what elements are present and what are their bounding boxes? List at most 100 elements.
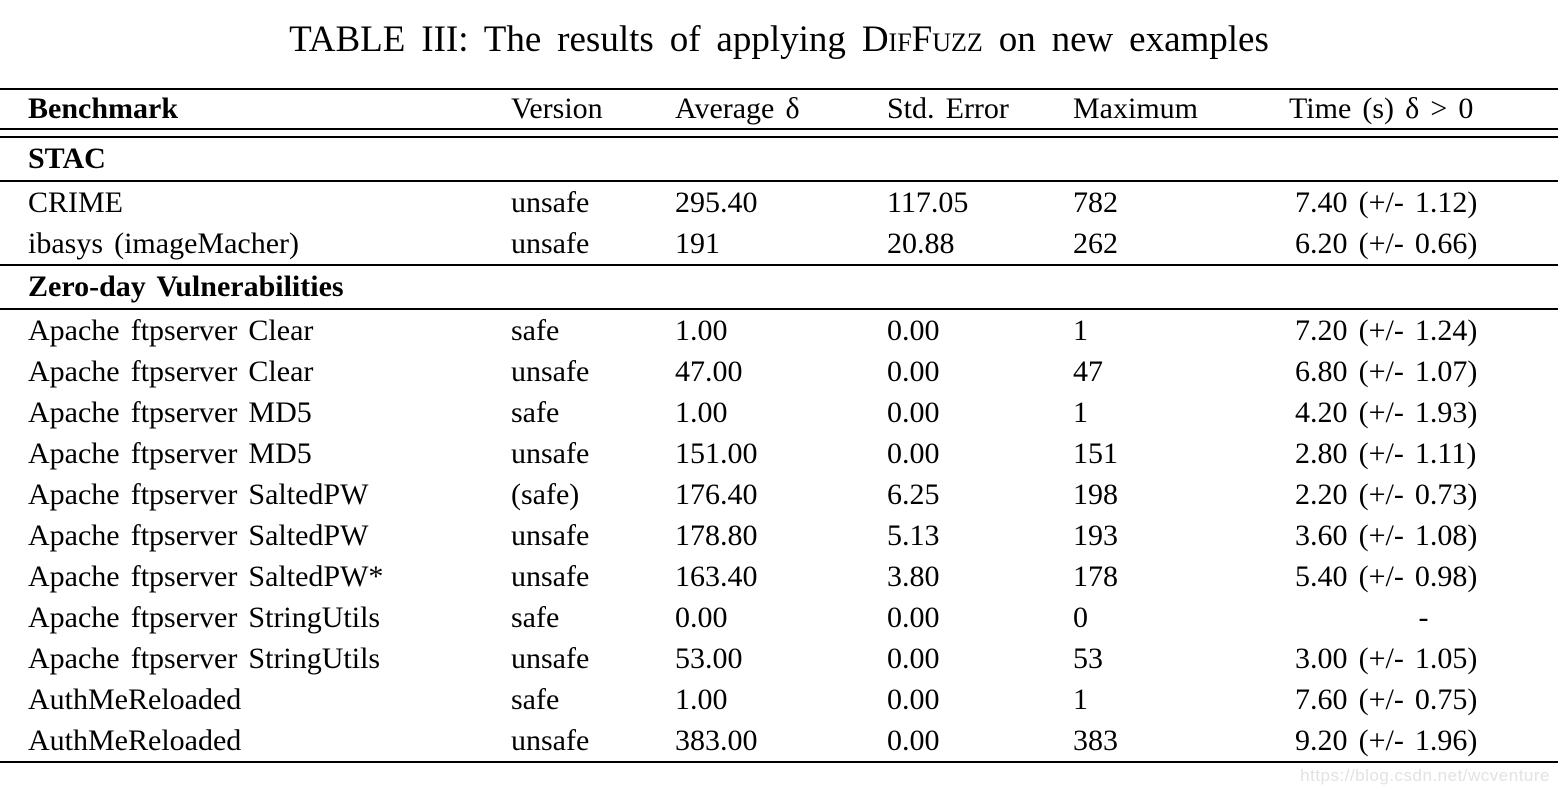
cell-std-error: 0.00 bbox=[887, 723, 940, 757]
cell-std-error: 117.05 bbox=[887, 185, 969, 219]
col-header-average-delta: Average δ bbox=[675, 89, 887, 130]
cell-benchmark: Apache ftpserver SaltedPW bbox=[28, 477, 369, 511]
table-row: Apache ftpserver SaltedPW* unsafe 163.40… bbox=[0, 556, 1558, 597]
cell-average-delta: 151.00 bbox=[675, 436, 758, 470]
cell-time: 6.80 (+/- 1.07) bbox=[1295, 354, 1478, 388]
cell-average-delta: 163.40 bbox=[675, 559, 758, 593]
cell-version: unsafe bbox=[511, 226, 590, 260]
table-row: Apache ftpserver SaltedPW (safe) 176.40 … bbox=[0, 474, 1558, 515]
cell-benchmark: Apache ftpserver MD5 bbox=[28, 436, 312, 470]
table-row: Apache ftpserver Clear unsafe 47.00 0.00… bbox=[0, 351, 1558, 392]
cell-benchmark: Apache ftpserver Clear bbox=[28, 313, 314, 347]
col-header-std-error: Std. Error bbox=[887, 89, 1073, 130]
cell-average-delta: 1.00 bbox=[675, 682, 728, 716]
cell-time: 7.20 (+/- 1.24) bbox=[1295, 313, 1478, 347]
col-header-benchmark: Benchmark bbox=[0, 89, 511, 130]
cell-average-delta: 295.40 bbox=[675, 185, 758, 219]
cell-std-error: 3.80 bbox=[887, 559, 940, 593]
cell-average-delta: 1.00 bbox=[675, 395, 728, 429]
cell-maximum: 782 bbox=[1073, 185, 1118, 219]
watermark: https://blog.csdn.net/wcventure bbox=[1300, 766, 1550, 785]
cell-version: safe bbox=[511, 682, 560, 716]
tool-name-smallcaps: DifFuzz bbox=[861, 19, 983, 60]
table-row: AuthMeReloaded unsafe 383.00 0.00 383 9.… bbox=[0, 720, 1558, 762]
section-row-stac: STAC bbox=[0, 136, 1558, 182]
cell-time: 4.20 (+/- 1.93) bbox=[1295, 395, 1478, 429]
cell-benchmark: CRIME bbox=[28, 185, 124, 219]
col-header-maximum: Maximum bbox=[1073, 89, 1289, 130]
cell-time: 3.00 (+/- 1.05) bbox=[1295, 641, 1478, 675]
cell-time: - bbox=[1418, 600, 1429, 634]
cell-maximum: 193 bbox=[1073, 518, 1118, 552]
cell-benchmark: Apache ftpserver StringUtils bbox=[28, 641, 381, 675]
cell-std-error: 6.25 bbox=[887, 477, 940, 511]
cell-std-error: 0.00 bbox=[887, 313, 940, 347]
cell-average-delta: 53.00 bbox=[675, 641, 743, 675]
cell-time: 7.60 (+/- 0.75) bbox=[1295, 682, 1478, 716]
cell-version: unsafe bbox=[511, 518, 590, 552]
cell-std-error: 20.88 bbox=[887, 226, 955, 260]
table-row: ibasys (imageMacher) unsafe 191 20.88 26… bbox=[0, 223, 1558, 265]
cell-time: 6.20 (+/- 0.66) bbox=[1295, 226, 1478, 260]
cell-std-error: 0.00 bbox=[887, 682, 940, 716]
col-header-time: Time (s) δ > 0 bbox=[1289, 89, 1558, 130]
cell-benchmark: Apache ftpserver MD5 bbox=[28, 395, 312, 429]
cell-std-error: 0.00 bbox=[887, 436, 940, 470]
cell-version: unsafe bbox=[511, 559, 590, 593]
cell-version: safe bbox=[511, 600, 560, 634]
cell-benchmark: AuthMeReloaded bbox=[28, 682, 242, 716]
table-row: Apache ftpserver StringUtils safe 0.00 0… bbox=[0, 597, 1558, 638]
section-label: Zero-day Vulnerabilities bbox=[0, 264, 1558, 310]
table-row: Apache ftpserver SaltedPW unsafe 178.80 … bbox=[0, 515, 1558, 556]
cell-average-delta: 1.00 bbox=[675, 313, 728, 347]
cell-version: unsafe bbox=[511, 185, 590, 219]
section-row-zero-day: Zero-day Vulnerabilities bbox=[0, 264, 1558, 310]
cell-version: unsafe bbox=[511, 436, 590, 470]
cell-version: safe bbox=[511, 313, 560, 347]
cell-maximum: 1 bbox=[1073, 682, 1088, 716]
table-row: CRIME unsafe 295.40 117.05 782 7.40 (+/-… bbox=[0, 181, 1558, 223]
cell-benchmark: Apache ftpserver Clear bbox=[28, 354, 314, 388]
cell-time: 2.80 (+/- 1.11) bbox=[1295, 436, 1477, 470]
cell-average-delta: 191 bbox=[675, 226, 720, 260]
cell-benchmark: Apache ftpserver SaltedPW* bbox=[28, 559, 384, 593]
cell-average-delta: 0.00 bbox=[675, 600, 728, 634]
table-row: Apache ftpserver MD5 safe 1.00 0.00 1 4.… bbox=[0, 392, 1558, 433]
caption-prefix: TABLE III: The results of applying bbox=[289, 19, 862, 60]
table-row: AuthMeReloaded safe 1.00 0.00 1 7.60 (+/… bbox=[0, 679, 1558, 720]
header-row: Benchmark Version Average δ Std. Error M… bbox=[0, 89, 1558, 130]
double-rule-gap bbox=[0, 129, 1558, 138]
results-table: Benchmark Version Average δ Std. Error M… bbox=[0, 88, 1558, 763]
cell-average-delta: 47.00 bbox=[675, 354, 743, 388]
cell-average-delta: 383.00 bbox=[675, 723, 758, 757]
cell-maximum: 47 bbox=[1073, 354, 1103, 388]
cell-time: 3.60 (+/- 1.08) bbox=[1295, 518, 1478, 552]
cell-std-error: 0.00 bbox=[887, 641, 940, 675]
cell-maximum: 383 bbox=[1073, 723, 1118, 757]
cell-time: 7.40 (+/- 1.12) bbox=[1295, 185, 1478, 219]
cell-std-error: 0.00 bbox=[887, 395, 940, 429]
cell-std-error: 0.00 bbox=[887, 600, 940, 634]
cell-average-delta: 178.80 bbox=[675, 518, 758, 552]
cell-version: (safe) bbox=[511, 477, 580, 511]
table-row: Apache ftpserver Clear safe 1.00 0.00 1 … bbox=[0, 309, 1558, 351]
caption-suffix: on new examples bbox=[982, 19, 1269, 60]
cell-benchmark: Apache ftpserver SaltedPW bbox=[28, 518, 369, 552]
cell-std-error: 0.00 bbox=[887, 354, 940, 388]
cell-version: unsafe bbox=[511, 354, 590, 388]
cell-maximum: 198 bbox=[1073, 477, 1118, 511]
cell-benchmark: Apache ftpserver StringUtils bbox=[28, 600, 381, 634]
cell-maximum: 53 bbox=[1073, 641, 1103, 675]
cell-average-delta: 176.40 bbox=[675, 477, 758, 511]
cell-maximum: 262 bbox=[1073, 226, 1118, 260]
table-caption: TABLE III: The results of applying DifFu… bbox=[0, 0, 1558, 88]
col-header-version: Version bbox=[511, 89, 675, 130]
cell-time: 5.40 (+/- 0.98) bbox=[1295, 559, 1478, 593]
table-row: Apache ftpserver MD5 unsafe 151.00 0.00 … bbox=[0, 433, 1558, 474]
section-label: STAC bbox=[0, 136, 1558, 182]
cell-benchmark: ibasys (imageMacher) bbox=[28, 226, 299, 260]
cell-maximum: 178 bbox=[1073, 559, 1118, 593]
cell-benchmark: AuthMeReloaded bbox=[28, 723, 242, 757]
cell-maximum: 1 bbox=[1073, 395, 1088, 429]
